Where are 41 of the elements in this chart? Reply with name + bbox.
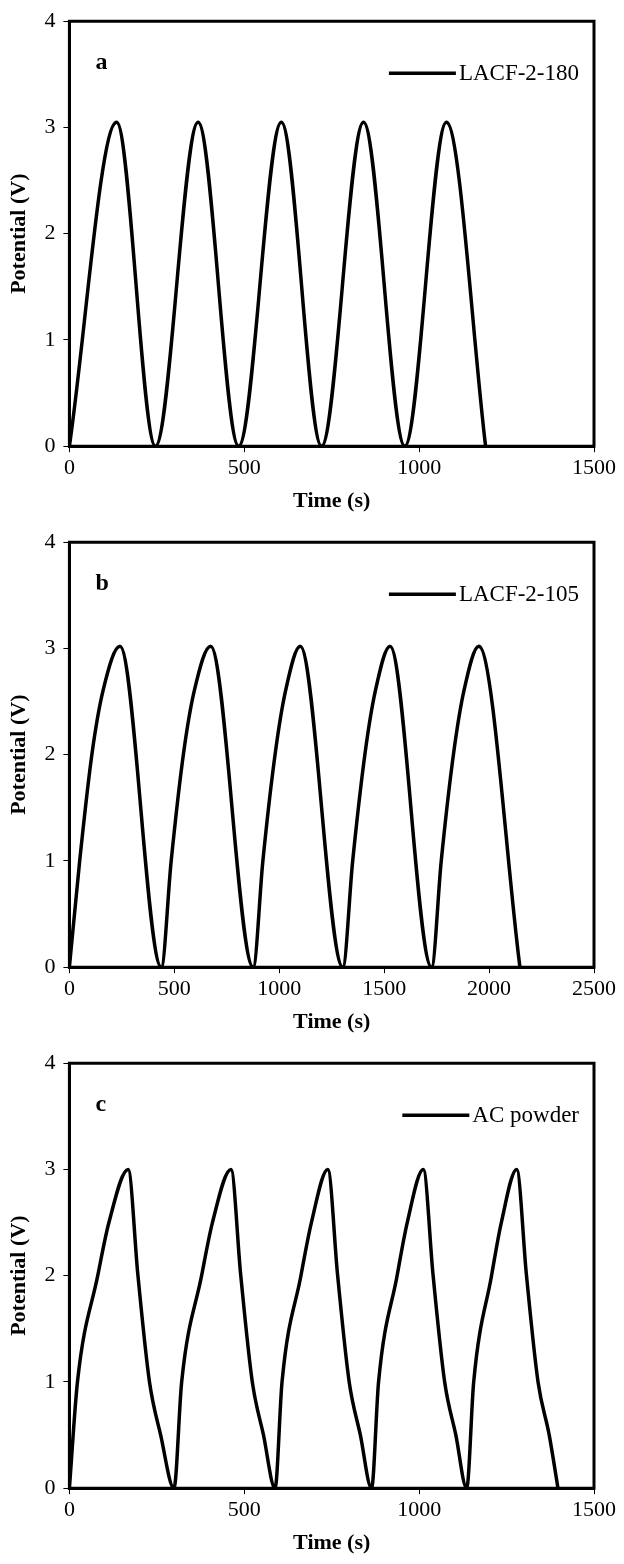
y-axis-title: Potential (V) xyxy=(4,173,30,294)
x-tick-label: 1000 xyxy=(257,975,302,1001)
legend-label: LACF-2-180 xyxy=(458,60,580,86)
x-axis-title: Time (s) xyxy=(293,1008,371,1034)
x-tick-label: 1500 xyxy=(362,975,407,1001)
y-tick-label: 2 xyxy=(44,219,56,245)
annotation: b xyxy=(95,569,109,596)
x-tick-label: 0 xyxy=(63,975,75,1001)
legend-label: LACF-2-105 xyxy=(458,581,580,607)
x-tick-label: 0 xyxy=(63,454,75,480)
x-tick-label: 1000 xyxy=(397,454,442,480)
x-tick-label: 2000 xyxy=(467,975,512,1001)
x-tick-label: 500 xyxy=(227,1496,261,1522)
y-tick-label: 4 xyxy=(44,6,56,32)
legend-label: AC powder xyxy=(472,1102,580,1128)
y-tick-label: 0 xyxy=(44,431,56,457)
x-tick-label: 1500 xyxy=(572,1496,616,1522)
y-tick-label: 2 xyxy=(44,1261,56,1287)
y-tick-label: 4 xyxy=(44,527,56,553)
y-tick-label: 0 xyxy=(44,952,56,978)
y-tick-label: 0 xyxy=(44,1473,56,1499)
y-tick-label: 2 xyxy=(44,740,56,766)
y-tick-label: 3 xyxy=(44,113,56,139)
x-tick-label: 500 xyxy=(157,975,191,1001)
y-axis-title: Potential (V) xyxy=(4,694,30,815)
y-tick-label: 1 xyxy=(44,325,56,351)
y-tick-label: 4 xyxy=(44,1048,56,1074)
x-axis-title: Time (s) xyxy=(293,487,371,513)
x-tick-label: 1000 xyxy=(397,1496,442,1522)
annotation: c xyxy=(95,1090,107,1117)
x-tick-label: 1500 xyxy=(572,454,616,480)
y-axis-title: Potential (V) xyxy=(4,1215,30,1336)
y-tick-label: 1 xyxy=(44,846,56,872)
x-tick-label: 2500 xyxy=(572,975,616,1001)
x-axis-title: Time (s) xyxy=(293,1529,371,1555)
y-tick-label: 3 xyxy=(44,1155,56,1181)
annotation: a xyxy=(95,48,108,75)
y-tick-label: 1 xyxy=(44,1367,56,1393)
y-tick-label: 3 xyxy=(44,634,56,660)
x-tick-label: 0 xyxy=(63,1496,75,1522)
x-tick-label: 500 xyxy=(227,454,261,480)
